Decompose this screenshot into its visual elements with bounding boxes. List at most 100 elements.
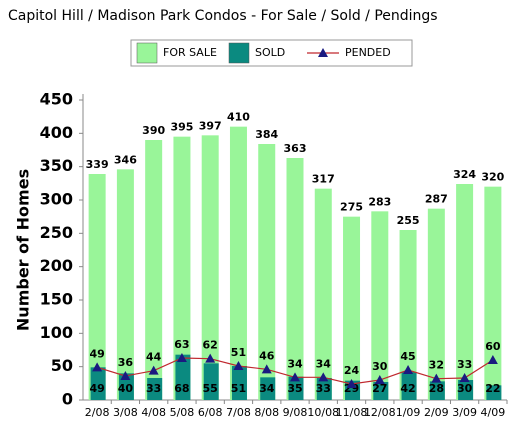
value-label: 62	[203, 339, 218, 352]
bar	[147, 378, 163, 400]
marker	[374, 375, 385, 384]
value-label: 275	[340, 201, 363, 214]
bar	[316, 378, 332, 400]
value-label: 46	[259, 349, 275, 362]
y-tick-label: 450	[40, 90, 73, 109]
value-label: 49	[89, 347, 104, 360]
x-tick-label: 8/08	[254, 406, 279, 419]
x-tick-label: 4/08	[141, 406, 166, 419]
legend-label: FOR SALE	[163, 46, 217, 59]
y-axis-label: Number of Homes	[14, 169, 33, 331]
value-label: 27	[372, 382, 387, 395]
value-label: 30	[372, 360, 388, 373]
value-label: 34	[259, 382, 275, 395]
y-tick-label: 0	[62, 390, 73, 409]
marker	[261, 364, 272, 374]
legend-box	[130, 39, 413, 67]
legend-swatch	[228, 42, 250, 64]
bar	[201, 135, 219, 401]
legend-swatch	[136, 42, 158, 64]
value-label: 390	[142, 124, 165, 137]
x-tick-label: 3/08	[113, 406, 138, 419]
marker	[459, 373, 470, 382]
value-label: 339	[86, 158, 109, 171]
marker	[176, 353, 187, 362]
x-tick-label: 12/08	[364, 406, 396, 419]
x-tick-label: 5/08	[170, 406, 195, 419]
bar	[260, 377, 276, 400]
x-tick-label: 1/09	[396, 406, 421, 419]
value-label: 410	[227, 111, 250, 124]
value-label: 60	[485, 340, 501, 353]
value-label: 55	[203, 382, 218, 395]
value-label: 33	[457, 358, 472, 371]
x-tick-label: 6/08	[198, 406, 223, 419]
bar	[175, 354, 191, 400]
value-label: 36	[118, 356, 134, 369]
y-tick-label: 200	[40, 256, 73, 275]
bar	[458, 380, 474, 400]
value-label: 363	[284, 142, 307, 155]
bar	[286, 158, 304, 400]
value-label: 63	[174, 338, 189, 351]
y-tick-label: 100	[40, 323, 73, 342]
marker	[346, 379, 357, 388]
x-tick-label: 4/09	[481, 406, 506, 419]
chart-title: Capitol Hill / Madison Park Condos - For…	[8, 8, 438, 24]
marker	[290, 372, 300, 382]
value-label: 33	[316, 382, 331, 395]
bar	[373, 382, 389, 400]
value-label: 28	[429, 382, 444, 395]
value-label: 24	[344, 364, 360, 377]
y-tick-label: 50	[51, 356, 73, 375]
marker	[487, 355, 498, 364]
value-label: 49	[89, 382, 104, 395]
value-label: 44	[146, 351, 162, 364]
x-tick-label: 2/08	[85, 406, 110, 419]
value-label: 35	[287, 382, 302, 395]
value-label: 32	[429, 359, 444, 372]
value-label: 283	[368, 195, 391, 208]
value-label: 317	[312, 173, 335, 186]
value-label: 22	[485, 382, 500, 395]
y-tick-label: 400	[40, 123, 73, 142]
value-label: 34	[287, 357, 303, 370]
bar	[258, 144, 276, 400]
value-label: 51	[231, 346, 246, 359]
bar	[401, 372, 417, 400]
bar	[486, 385, 502, 400]
value-label: 255	[397, 214, 420, 227]
value-label: 29	[344, 382, 359, 395]
value-label: 287	[425, 193, 448, 206]
legend-label: PENDED	[345, 46, 391, 59]
value-label: 51	[231, 382, 246, 395]
value-label: 45	[400, 350, 415, 363]
value-label: 324	[453, 168, 476, 181]
y-tick-label: 150	[40, 290, 73, 309]
bar	[88, 174, 106, 400]
marker	[92, 362, 103, 372]
value-label: 30	[457, 382, 473, 395]
y-tick-label: 300	[40, 190, 73, 209]
x-tick-label: 3/09	[452, 406, 477, 419]
bar	[456, 184, 474, 400]
value-label: 42	[400, 382, 415, 395]
x-tick-label: 10/08	[307, 406, 339, 419]
bar	[429, 381, 445, 400]
value-label: 40	[118, 382, 134, 395]
marker	[233, 361, 244, 370]
x-tick-label: 9/08	[283, 406, 308, 419]
value-label: 397	[199, 119, 222, 132]
x-tick-label: 11/08	[336, 406, 368, 419]
bar	[484, 186, 502, 400]
value-label: 346	[114, 153, 137, 166]
value-label: 68	[174, 382, 189, 395]
x-tick-label: 7/08	[226, 406, 251, 419]
value-label: 33	[146, 382, 161, 395]
bar	[231, 366, 247, 400]
marker	[431, 373, 442, 383]
y-tick-label: 250	[40, 223, 73, 242]
x-tick-label: 2/09	[424, 406, 449, 419]
bar	[288, 376, 304, 400]
legend-label: SOLD	[255, 46, 285, 59]
